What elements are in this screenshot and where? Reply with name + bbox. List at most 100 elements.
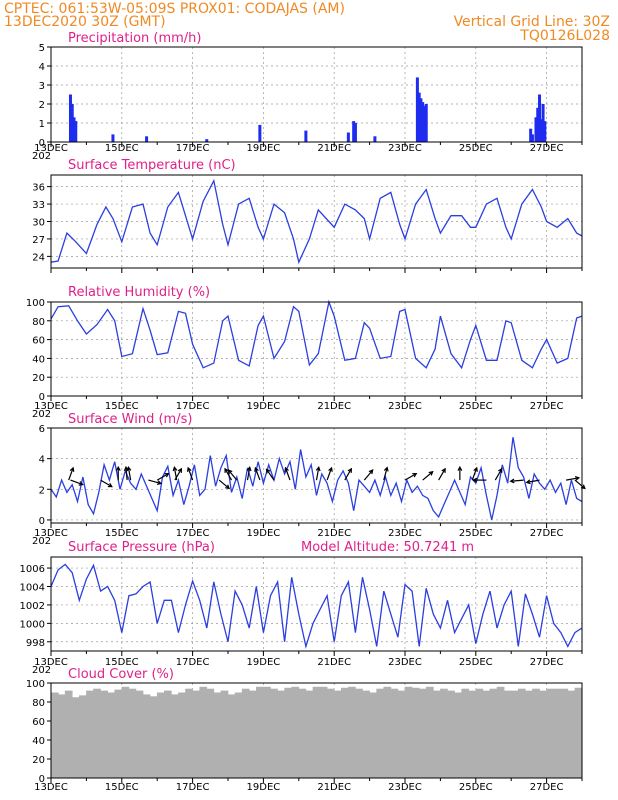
ytick-label: 80 [32,317,45,328]
wind-arrow-head [472,477,478,483]
series-line [50,299,583,370]
wind-arrow-shaft [526,479,540,483]
wind-arrow [471,466,478,481]
wind-arrow [186,466,194,481]
cloud-bar [340,687,349,778]
precip-bar [346,132,350,142]
precip-bar [353,123,357,142]
wind-arrow-shaft [218,479,230,489]
wind-arrow-head [441,467,446,473]
xtick-label: 21DEC [317,782,351,793]
wind-arrow-shaft [363,469,374,481]
wind-arrow [224,467,233,481]
wind-arrow-head [383,466,389,472]
cloud-bar [79,695,87,778]
wind-arrow [472,477,487,483]
precip-bar [258,124,262,142]
panel-frame [50,682,583,779]
wind-arrow-shaft [68,467,74,481]
wind-arrow [265,468,275,481]
cloud-bar [86,690,94,778]
cloud-bar [227,694,236,778]
wind-arrow-shaft [422,471,434,481]
wind-arrow [148,479,163,485]
cloud-bar [319,686,328,778]
panel-title: Surface Wind (m/s) [68,412,192,427]
wind-arrow-head [457,465,463,471]
cloud-bar [51,692,59,778]
ytick-label: 0 [39,774,45,785]
wind-arrow-shaft [254,467,261,481]
wind-arrow [509,478,524,484]
wind-arrow-shaft [266,469,275,481]
year-stub: 202 [32,536,51,547]
wind-arrow-head [525,479,531,485]
xtick-label: 25DEC [459,528,493,539]
wind-arrow-shaft [246,467,251,481]
precip-bar [541,104,545,142]
panels-group: 0 1 2 3 4 5 13DEC 15DEC 17DEC 19DEC 21DEC 23DEC 25DE… [20,31,586,793]
xtick-label: 17DEC [176,143,210,154]
panel-2: 24 27 30 33 36 Surface Temperature (nC) [32,158,583,273]
xtick-label: 15DEC [105,657,139,668]
xtick-label: 21DEC [317,401,351,412]
wind-arrow [363,469,374,481]
cloud-bar [114,689,123,778]
year-stub: 202 [32,151,51,162]
wind-arrow-shaft [510,479,524,482]
precip-bar [421,102,425,142]
xtick-label: 19DEC [247,657,281,668]
wind-arrow [525,479,540,485]
wind-arrow-head [224,467,229,473]
xtick-label: 19DEC [247,143,281,154]
ytick-label: 60 [32,336,45,347]
wind-arrow [315,466,321,481]
panel-title: Precipitation (mm/h) [68,31,201,46]
cloud-bar [567,690,576,778]
header-run-date: 13DEC2020 30Z (GMT) [4,14,166,30]
ytick-label: 1006 [20,564,45,575]
xtick-label: 13DEC [34,657,68,668]
ytick-label: 2 [39,485,45,496]
cloud-bar [291,686,300,778]
ytick-label: 20 [32,373,45,384]
cloud-bar [433,690,441,778]
xtick-label: 21DEC [317,657,351,668]
wind-arrow-shaft [344,468,352,481]
cloud-bar [192,690,200,778]
wind-arrow-shaft [148,479,162,485]
cloud-bar [383,686,392,778]
year-stub: 202 [32,409,51,420]
wind-arrow-head [254,466,259,472]
wind-arrow [457,465,463,481]
cloud-bar [206,688,215,778]
cloud-bar [298,688,307,778]
xtick-label: 17DEC [176,782,210,793]
cloud-bar [355,688,363,778]
wind-arrow-head [78,481,84,486]
xtick-label: 15DEC [105,782,139,793]
xtick-label: 27DEC [530,657,564,668]
cloud-bar [128,688,137,778]
wind-arrow-shaft [574,479,586,489]
cloud-bar [425,686,434,778]
ytick-label: 100 [26,679,45,690]
cloud-bar [220,690,229,778]
wind-arrow-shaft [315,467,320,481]
xtick-label: 19DEC [247,401,281,412]
precip-bar [111,134,115,142]
panel-1: 0 1 2 3 4 5 13DEC 15DEC 17DEC 19DEC 21DEC 23DEC 25DE… [32,31,583,162]
cloud-bar [447,690,455,778]
wind-arrow-shaft [284,467,291,481]
ytick-label: 40 [32,736,45,747]
wind-arrow-head [227,469,233,475]
cloud-bar [156,692,165,778]
panel-frame [50,427,583,524]
wind-arrow-shaft [471,467,478,481]
panel-title: Relative Humidity (%) [68,285,210,300]
wind-arrow-head [509,478,515,484]
cloud-bar [376,688,385,778]
cloud-bar [121,686,130,778]
year-stub: 202 [32,665,51,676]
